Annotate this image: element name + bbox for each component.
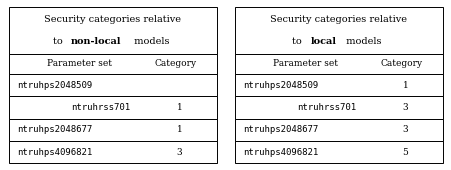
Text: models: models — [343, 38, 381, 46]
Text: Security categories relative: Security categories relative — [270, 15, 407, 24]
Text: ntruhps2048509: ntruhps2048509 — [17, 81, 92, 90]
Text: non-local: non-local — [71, 38, 121, 46]
Text: models: models — [130, 38, 169, 46]
Text: 3: 3 — [176, 148, 182, 157]
Text: 1: 1 — [402, 81, 408, 90]
Text: 3: 3 — [402, 103, 407, 112]
Text: ntruhrss701: ntruhrss701 — [71, 103, 130, 112]
Text: ntruhrss701: ntruhrss701 — [296, 103, 355, 112]
Text: ntruhps2048509: ntruhps2048509 — [243, 81, 318, 90]
Text: 3: 3 — [402, 125, 407, 134]
Text: ntruhps2048677: ntruhps2048677 — [243, 125, 318, 134]
Text: 1: 1 — [176, 103, 182, 112]
Text: ntruhps4096821: ntruhps4096821 — [243, 148, 318, 157]
Text: 5: 5 — [402, 148, 408, 157]
Text: to: to — [53, 38, 66, 46]
Text: Category: Category — [154, 59, 196, 68]
Text: Security categories relative: Security categories relative — [44, 15, 181, 24]
Text: Parameter set: Parameter set — [47, 59, 112, 68]
Text: ntruhps4096821: ntruhps4096821 — [17, 148, 92, 157]
Text: Category: Category — [379, 59, 422, 68]
Text: Parameter set: Parameter set — [272, 59, 337, 68]
Text: ntruhps2048677: ntruhps2048677 — [17, 125, 92, 134]
Text: 1: 1 — [176, 125, 182, 134]
Text: local: local — [310, 38, 336, 46]
Text: to: to — [292, 38, 304, 46]
